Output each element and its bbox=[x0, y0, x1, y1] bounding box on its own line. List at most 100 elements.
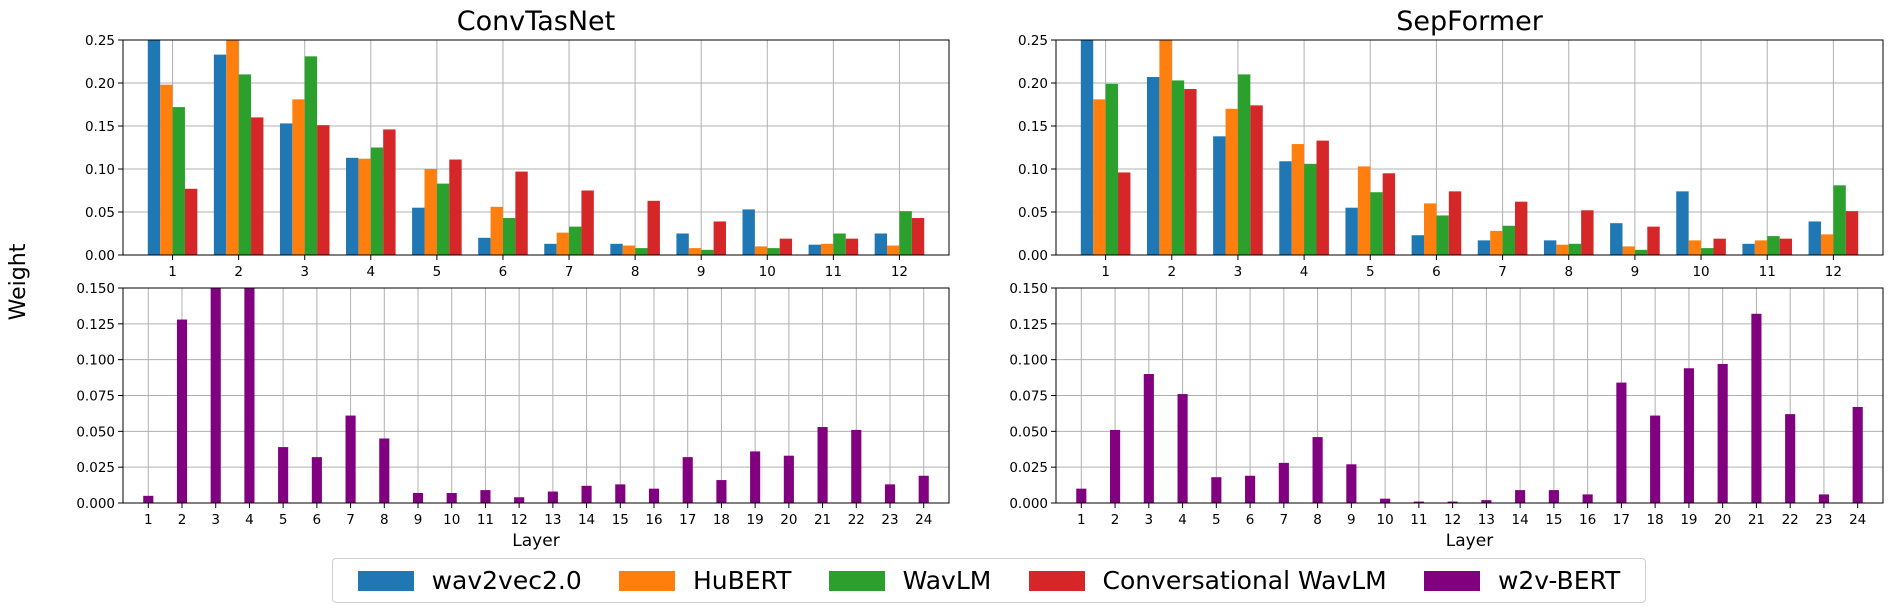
bar bbox=[1279, 161, 1292, 255]
bar bbox=[1767, 236, 1780, 255]
bar bbox=[1514, 201, 1528, 255]
y-tick-label: 0.025 bbox=[1009, 460, 1048, 476]
bar bbox=[1515, 490, 1526, 503]
legend-swatch bbox=[1423, 570, 1480, 591]
legend-label: WavLM bbox=[902, 566, 992, 595]
bar bbox=[1622, 246, 1635, 255]
y-tick-label: 0.15 bbox=[1018, 119, 1048, 135]
bar bbox=[1304, 163, 1317, 255]
y-tick-label: 0.025 bbox=[76, 460, 115, 476]
x-tick-label: 3 bbox=[1145, 512, 1154, 528]
bar bbox=[1742, 243, 1755, 255]
bar bbox=[635, 248, 648, 255]
x-tick-label: 12 bbox=[891, 264, 908, 280]
legend: wav2vec2.0 HuBERT WavLM Conversational WavL… bbox=[332, 558, 1646, 603]
bar bbox=[622, 245, 636, 255]
legend-entry: HuBERT bbox=[618, 566, 791, 595]
bar bbox=[1754, 240, 1768, 255]
bar bbox=[1110, 429, 1121, 503]
bar bbox=[1683, 368, 1694, 503]
bar bbox=[345, 415, 356, 503]
plot-frame bbox=[1055, 287, 1884, 504]
bar bbox=[226, 40, 239, 255]
bar bbox=[1093, 99, 1106, 255]
bar bbox=[1076, 488, 1087, 503]
x-tick-label: 23 bbox=[1815, 512, 1832, 528]
bar bbox=[1676, 191, 1689, 255]
bar bbox=[1448, 191, 1462, 255]
x-tick-label: 10 bbox=[1377, 512, 1394, 528]
chart-title: SepFormer bbox=[1396, 6, 1544, 37]
bar bbox=[1650, 415, 1661, 503]
bar bbox=[1177, 394, 1188, 503]
bar bbox=[615, 484, 626, 503]
bars bbox=[1076, 313, 1863, 503]
bar bbox=[311, 457, 322, 503]
y-tick-label: 0.10 bbox=[85, 162, 115, 178]
bar bbox=[1080, 40, 1094, 255]
x-tick-label: 6 bbox=[1246, 512, 1255, 528]
bar bbox=[647, 200, 660, 255]
bar bbox=[1146, 76, 1160, 255]
x-tick-label: 23 bbox=[881, 512, 898, 528]
bar bbox=[1548, 490, 1559, 503]
plot-frame bbox=[1055, 39, 1884, 256]
bar bbox=[1370, 192, 1383, 255]
y-tick-label: 0.000 bbox=[76, 496, 115, 512]
bar bbox=[779, 238, 793, 255]
x-tick-label: 1 bbox=[1077, 512, 1086, 528]
shared-y-axis-label: Weight bbox=[6, 243, 31, 320]
x-tick-label: 4 bbox=[367, 264, 376, 280]
x-tick-label: 16 bbox=[1579, 512, 1596, 528]
x-tick-label: 2 bbox=[1167, 264, 1176, 280]
bar bbox=[1717, 363, 1728, 503]
x-tick-label: 9 bbox=[1347, 512, 1356, 528]
y-tick-label: 0.075 bbox=[76, 389, 115, 405]
bar bbox=[716, 480, 727, 503]
x-tick-label: 2 bbox=[234, 264, 243, 280]
bar bbox=[581, 190, 594, 255]
bar bbox=[1713, 238, 1726, 255]
x-axis-label: Layer bbox=[1446, 531, 1493, 551]
bar bbox=[544, 243, 557, 255]
bar bbox=[238, 74, 252, 255]
bar bbox=[279, 123, 293, 255]
bar bbox=[1502, 225, 1515, 255]
x-tick-label: 11 bbox=[477, 512, 494, 528]
bar bbox=[845, 238, 859, 255]
bar bbox=[767, 248, 780, 255]
bar bbox=[1477, 240, 1491, 255]
bar bbox=[610, 243, 623, 255]
bar bbox=[515, 171, 528, 255]
bar bbox=[911, 218, 925, 255]
bar bbox=[1346, 464, 1357, 503]
x-tick-label: 4 bbox=[1178, 512, 1187, 528]
x-tick-label: 14 bbox=[578, 512, 595, 528]
bar bbox=[1159, 40, 1172, 255]
bar bbox=[379, 438, 390, 503]
x-tick-label: 6 bbox=[499, 264, 508, 280]
x-tick-label: 5 bbox=[279, 512, 288, 528]
bar bbox=[833, 233, 846, 255]
bar bbox=[754, 246, 768, 255]
y-tick-label: 0.20 bbox=[1018, 76, 1048, 92]
bar bbox=[1312, 437, 1323, 503]
bar bbox=[160, 84, 173, 255]
bar bbox=[1543, 240, 1557, 255]
bar bbox=[1436, 215, 1449, 255]
bar bbox=[446, 492, 457, 503]
bar bbox=[1634, 249, 1648, 255]
bar bbox=[1647, 226, 1660, 255]
bar bbox=[1424, 203, 1437, 255]
legend-entry: Conversational WavLM bbox=[1028, 566, 1387, 595]
bar bbox=[172, 107, 185, 255]
x-tick-label: 7 bbox=[1280, 512, 1289, 528]
y-tick-label: 0.050 bbox=[76, 424, 115, 440]
x-tick-label: 16 bbox=[645, 512, 662, 528]
bar bbox=[358, 158, 371, 255]
bar bbox=[688, 248, 702, 255]
bar bbox=[1820, 234, 1834, 255]
y-tick-label: 0.050 bbox=[1009, 424, 1048, 440]
